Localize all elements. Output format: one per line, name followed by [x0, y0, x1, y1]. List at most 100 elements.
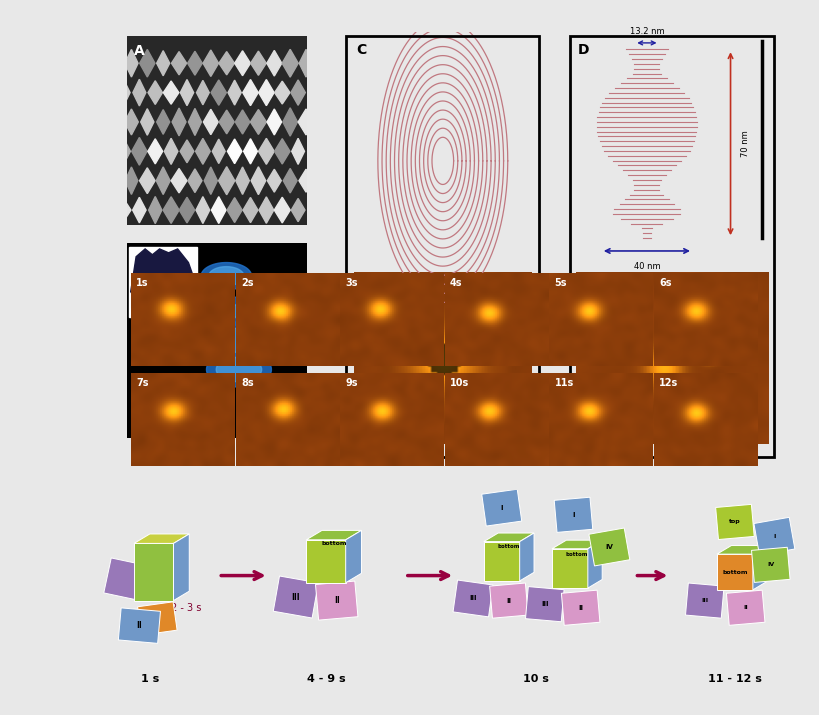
Polygon shape	[138, 602, 177, 635]
Polygon shape	[164, 138, 178, 164]
Polygon shape	[133, 534, 189, 543]
Bar	[129, 247, 197, 317]
Polygon shape	[250, 109, 266, 134]
Text: IV: IV	[767, 563, 773, 567]
Text: top: top	[728, 520, 740, 524]
Text: III: III	[291, 593, 300, 601]
Polygon shape	[219, 167, 234, 194]
Polygon shape	[489, 583, 527, 618]
Polygon shape	[242, 197, 258, 222]
Polygon shape	[258, 79, 274, 106]
Text: 1s: 1s	[136, 278, 149, 287]
Text: II: II	[333, 596, 339, 605]
Polygon shape	[561, 590, 600, 626]
Polygon shape	[483, 533, 533, 542]
Polygon shape	[212, 139, 225, 164]
Polygon shape	[163, 197, 179, 223]
Polygon shape	[156, 109, 170, 134]
Text: II: II	[742, 606, 747, 610]
Polygon shape	[181, 297, 193, 311]
Polygon shape	[227, 139, 242, 164]
Polygon shape	[305, 531, 361, 540]
Text: 13.2 nm: 13.2 nm	[629, 27, 663, 36]
Polygon shape	[282, 49, 298, 77]
Polygon shape	[726, 590, 764, 626]
Polygon shape	[195, 139, 210, 164]
Polygon shape	[251, 167, 265, 194]
Text: 125 nm: 125 nm	[251, 432, 278, 438]
Polygon shape	[139, 168, 155, 194]
Polygon shape	[258, 138, 274, 164]
Text: 62nm: 62nm	[428, 343, 456, 353]
Polygon shape	[346, 531, 361, 583]
Text: 8s: 8s	[241, 378, 253, 388]
Text: I: I	[772, 534, 775, 538]
Polygon shape	[148, 81, 162, 104]
Polygon shape	[178, 294, 250, 329]
Polygon shape	[291, 199, 305, 222]
Text: 7s: 7s	[136, 378, 149, 388]
Polygon shape	[171, 169, 187, 193]
Polygon shape	[116, 199, 131, 222]
Polygon shape	[133, 79, 146, 106]
Polygon shape	[219, 110, 234, 134]
Polygon shape	[180, 79, 193, 106]
Polygon shape	[753, 518, 794, 555]
Polygon shape	[124, 109, 138, 135]
Text: III: III	[700, 598, 708, 603]
Text: 11 - 12 s: 11 - 12 s	[707, 674, 761, 684]
Polygon shape	[251, 51, 266, 75]
Polygon shape	[305, 540, 346, 583]
Text: bottom: bottom	[565, 552, 587, 556]
Polygon shape	[141, 109, 154, 135]
Polygon shape	[315, 581, 358, 620]
Polygon shape	[236, 167, 249, 194]
Text: 2s: 2s	[241, 278, 253, 287]
Text: 5s: 5s	[554, 278, 567, 287]
Polygon shape	[259, 197, 274, 223]
Text: 9s: 9s	[345, 378, 358, 388]
Polygon shape	[716, 546, 767, 554]
Text: III: III	[468, 596, 476, 601]
Polygon shape	[188, 299, 238, 323]
Polygon shape	[292, 138, 304, 164]
Polygon shape	[274, 82, 290, 104]
Text: 2 - 3 s: 2 - 3 s	[170, 603, 201, 613]
Polygon shape	[551, 541, 601, 549]
Text: 10s: 10s	[450, 378, 468, 388]
Polygon shape	[197, 80, 209, 105]
Polygon shape	[243, 139, 257, 164]
Polygon shape	[172, 108, 186, 136]
Polygon shape	[452, 580, 492, 617]
Text: II: II	[577, 605, 582, 611]
Polygon shape	[685, 583, 723, 618]
Polygon shape	[247, 385, 277, 404]
Text: E: E	[136, 276, 146, 290]
Polygon shape	[587, 541, 601, 588]
Polygon shape	[147, 139, 162, 164]
Text: 3s: 3s	[345, 278, 358, 287]
Polygon shape	[133, 543, 174, 601]
Polygon shape	[210, 80, 226, 105]
Polygon shape	[124, 167, 138, 194]
Polygon shape	[104, 558, 146, 601]
Text: IV: IV	[604, 544, 613, 550]
Polygon shape	[227, 197, 242, 222]
Text: 70 nm: 70 nm	[740, 130, 749, 157]
Polygon shape	[203, 50, 219, 77]
Polygon shape	[267, 169, 281, 192]
Polygon shape	[228, 80, 241, 105]
Polygon shape	[266, 51, 282, 76]
Text: I: I	[572, 512, 574, 518]
Polygon shape	[178, 321, 264, 360]
Polygon shape	[188, 51, 202, 75]
Polygon shape	[206, 352, 271, 387]
Text: bottom: bottom	[497, 545, 519, 549]
Text: 11s: 11s	[554, 378, 573, 388]
Polygon shape	[156, 167, 170, 194]
Polygon shape	[188, 109, 201, 135]
Polygon shape	[483, 542, 519, 581]
Polygon shape	[298, 109, 314, 135]
Text: 4s: 4s	[450, 278, 462, 287]
Text: 6s: 6s	[658, 278, 671, 287]
